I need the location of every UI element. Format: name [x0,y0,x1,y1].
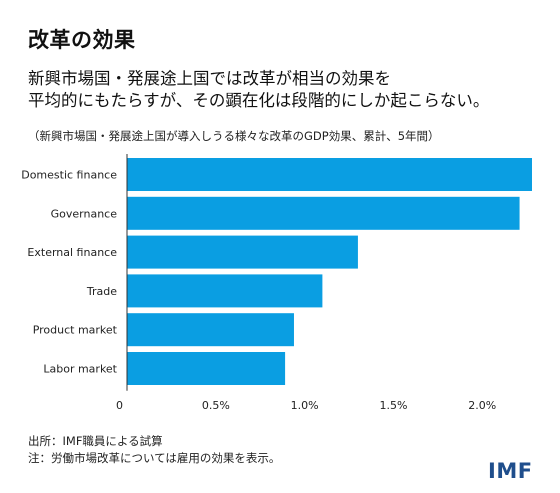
bar-external-finance [127,235,358,269]
x-tick-label: 1.0% [291,399,319,412]
bar-governance [127,196,520,230]
source-notes: 出所：IMF職員による試算 注：労働市場改革については雇用の効果を表示。 [28,433,280,467]
x-tick-label: 0.5% [202,399,230,412]
chart-note: （新興市場国・発展途上国が導入しうる様々な改革のGDP効果、累計、5年間） [28,129,440,143]
chart-subtitle: 新興市場国・発展途上国では改革が相当の効果を 平均的にもたらすが、その顕在化は段… [28,68,548,112]
x-tick-label: 2.0% [468,399,496,412]
subtitle-line-2: 平均的にもたらすが、その顕在化は段階的にしか起こらない。 [28,91,490,110]
note-text: 注：労働市場改革については雇用の効果を表示。 [28,451,281,465]
source-text: 出所：IMF職員による試算 [28,434,163,448]
category-label: External finance [27,246,117,259]
category-label: Trade [86,285,117,298]
subtitle-line-1: 新興市場国・発展途上国では改革が相当の効果を [28,69,391,88]
category-label: Labor market [43,363,117,376]
category-label: Product market [33,324,118,337]
bar-domestic-finance [127,158,532,191]
imf-logo: IMF [488,459,533,483]
chart-title: 改革の効果 [28,28,136,52]
x-tick-label: 1.5% [379,399,407,412]
bar-chart: Domestic finance Governance External finan… [21,154,532,412]
x-tick-label: 0 [116,399,123,412]
bar-labor-market [127,352,286,385]
bar-product-market [127,313,294,347]
category-label: Domestic finance [21,169,117,182]
bar-trade [127,274,323,308]
category-label: Governance [51,207,118,220]
